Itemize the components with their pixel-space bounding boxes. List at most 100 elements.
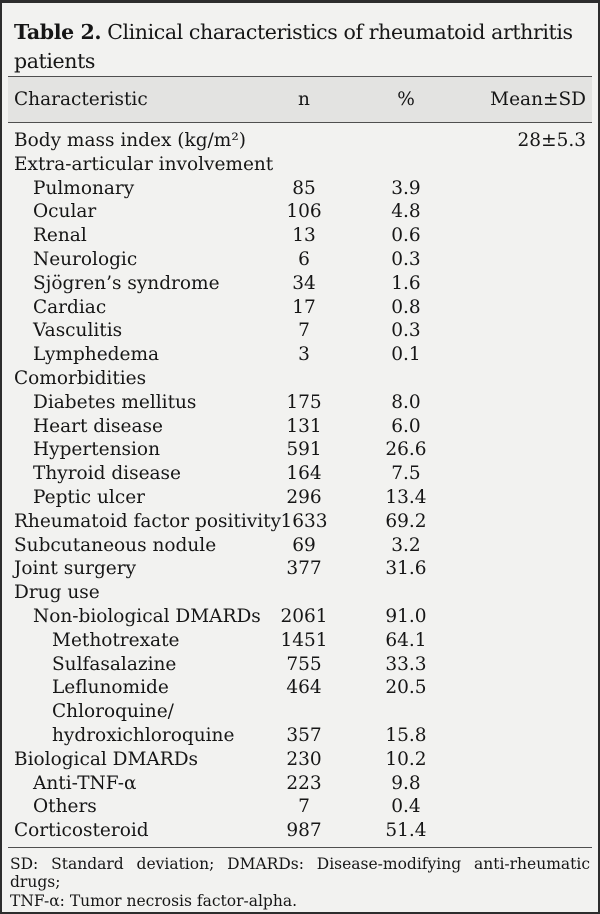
- cell-n: 591: [286, 439, 322, 461]
- row-label: Heart disease: [33, 415, 163, 437]
- cell-mean-sd: [446, 367, 592, 391]
- cell-n: 13: [292, 225, 316, 247]
- table-footnote: SD: Standard deviation; DMARDs: Disease-…: [2, 848, 598, 911]
- cell-percent: 64.1: [385, 629, 427, 651]
- row-label: hydroxichloroquine: [52, 724, 235, 746]
- table-row: Rheumatoid factor positivity 1633 69.2: [8, 510, 592, 534]
- footnote-line1: SD: Standard deviation; DMARDs: Disease-…: [10, 854, 590, 892]
- cell-mean-sd: [446, 510, 592, 534]
- cell-mean-sd: [446, 296, 592, 320]
- table-row: Renal 13 0.6: [8, 224, 592, 248]
- row-label: Subcutaneous nodule: [14, 534, 217, 556]
- cell-n: 1633: [280, 510, 328, 532]
- row-label: Extra-articular involvement: [14, 153, 274, 175]
- cell-mean-sd: [446, 534, 592, 558]
- cell-percent: 0.3: [391, 320, 421, 342]
- cell-mean-sd: [446, 748, 592, 772]
- cell-percent: 7.5: [391, 463, 421, 485]
- row-label: Sulfasalazine: [52, 653, 177, 675]
- cell-percent: [366, 581, 446, 605]
- cell-n: 2061: [280, 605, 328, 627]
- table-row: Extra-articular involvement: [8, 153, 592, 177]
- row-label: Ocular: [33, 201, 97, 223]
- table-number: Table 2.: [14, 20, 102, 44]
- cell-n: 987: [286, 820, 322, 842]
- cell-mean-sd: [446, 153, 592, 177]
- cell-mean-sd: [446, 200, 592, 224]
- table-row: Leflunomide 464 20.5: [8, 676, 592, 700]
- cell-percent: 4.8: [391, 201, 421, 223]
- table-row: Body mass index (kg/m²) 28±5.3: [8, 129, 592, 153]
- cell-mean-sd: [446, 438, 592, 462]
- table-row: Comorbidities: [8, 367, 592, 391]
- row-label: Non-biological DMARDs: [33, 605, 261, 627]
- table-row: Pulmonary 85 3.9: [8, 177, 592, 201]
- row-label: Joint surgery: [14, 558, 137, 580]
- cell-n: 7: [298, 796, 310, 818]
- table-body: Body mass index (kg/m²) 28±5.3 Extra-art…: [2, 123, 598, 843]
- cell-n: 377: [286, 558, 322, 580]
- row-label: Lymphedema: [33, 344, 160, 366]
- cell-n: 85: [292, 177, 316, 199]
- cell-n: [242, 581, 366, 605]
- row-label: Renal: [33, 225, 87, 247]
- cell-percent: 8.0: [391, 391, 421, 413]
- cell-n: 1451: [280, 629, 328, 651]
- row-label: Chloroquine/: [52, 701, 174, 723]
- cell-n: 755: [286, 653, 322, 675]
- cell-percent: 0.4: [391, 796, 421, 818]
- row-label: Peptic ulcer: [33, 486, 145, 508]
- cell-mean-sd: [446, 605, 592, 629]
- table-row: Anti-TNF-α 223 9.8: [8, 772, 592, 796]
- cell-mean-sd: [446, 700, 592, 724]
- row-label: Hypertension: [33, 439, 160, 461]
- cell-percent: 3.9: [391, 177, 421, 199]
- row-label: Leflunomide: [52, 677, 169, 699]
- table-row: Chloroquine/: [8, 700, 592, 724]
- cell-n: 464: [286, 677, 322, 699]
- cell-n: 175: [286, 391, 322, 413]
- row-label: Drug use: [14, 582, 100, 604]
- cell-mean-sd: [446, 319, 592, 343]
- cell-mean-sd: [446, 795, 592, 819]
- cell-percent: 51.4: [385, 820, 427, 842]
- cell-percent: 9.8: [391, 772, 421, 794]
- cell-n: 7: [298, 320, 310, 342]
- cell-percent: 1.6: [391, 272, 421, 294]
- cell-mean-sd: [446, 819, 592, 843]
- cell-percent: 15.8: [385, 724, 427, 746]
- cell-mean-sd: [446, 629, 592, 653]
- row-label: Comorbidities: [14, 367, 147, 389]
- cell-percent: 3.2: [391, 534, 421, 556]
- table-caption: Table 2. Clinical characteristics of rhe…: [2, 3, 598, 76]
- table-row: Non-biological DMARDs 2061 91.0: [8, 605, 592, 629]
- table-row: Biological DMARDs 230 10.2: [8, 748, 592, 772]
- cell-n: 131: [286, 415, 322, 437]
- row-label: Neurologic: [33, 248, 138, 270]
- cell-percent: 0.8: [391, 296, 421, 318]
- table-row: Subcutaneous nodule 69 3.2: [8, 534, 592, 558]
- row-label: Thyroid disease: [33, 463, 181, 485]
- table-row: Others 7 0.4: [8, 795, 592, 819]
- table-header-row: Characteristic n % Mean±SD: [8, 76, 592, 123]
- cell-n: 69: [292, 534, 316, 556]
- cell-n: 164: [286, 463, 322, 485]
- cell-percent: 20.5: [385, 677, 427, 699]
- cell-n: [242, 700, 366, 724]
- row-label: Vasculitis: [33, 320, 123, 342]
- table-caption-line2: patients: [14, 49, 96, 73]
- cell-mean-sd: [446, 653, 592, 677]
- row-label: Others: [33, 796, 97, 818]
- cell-n: 230: [286, 748, 322, 770]
- footnote-divider: [8, 846, 592, 848]
- table-row: Methotrexate 1451 64.1: [8, 629, 592, 653]
- cell-n: 17: [292, 296, 316, 318]
- row-label: Rheumatoid factor positivity: [14, 510, 282, 532]
- table-row: hydroxichloroquine 357 15.8: [8, 724, 592, 748]
- cell-mean-sd: [446, 724, 592, 748]
- cell-percent: 10.2: [385, 748, 427, 770]
- cell-mean-sd: [446, 248, 592, 272]
- cell-mean-sd: [446, 343, 592, 367]
- table-row: Vasculitis 7 0.3: [8, 319, 592, 343]
